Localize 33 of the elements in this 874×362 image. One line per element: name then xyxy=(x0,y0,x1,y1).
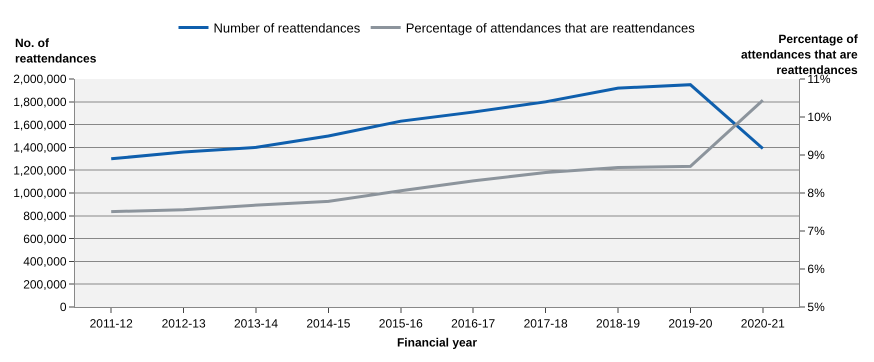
y2-tick-label: 8% xyxy=(807,186,826,200)
x-tick-label: 2018-19 xyxy=(596,316,640,330)
y-tick-label: 1,800,000 xyxy=(13,95,67,109)
y-tick-label: 1,600,000 xyxy=(13,118,67,132)
y-tick-label: 0 xyxy=(60,300,67,314)
y-tick-label: 1,000,000 xyxy=(13,186,67,200)
y-tick-label: 600,000 xyxy=(23,232,67,246)
legend-label: Number of reattendances xyxy=(214,20,361,36)
x-tick-label: 2012-13 xyxy=(162,316,206,330)
y2-tick-label: 9% xyxy=(807,148,826,162)
y-tick-label: 1,400,000 xyxy=(13,140,67,155)
x-tick-label: 2019-20 xyxy=(668,316,713,330)
y-tick-label: 2,000,000 xyxy=(13,72,67,86)
y-axis-title: No. of reattendances xyxy=(15,36,97,66)
legend-label: Percentage of attendances that are reattendances xyxy=(406,20,696,36)
y-tick-label: 800,000 xyxy=(23,209,67,223)
y2-tick-label: 6% xyxy=(807,262,826,276)
x-tick-label: 2016-17 xyxy=(451,316,496,330)
y-tick-label: 200,000 xyxy=(23,277,67,292)
y2-tick-label: 10% xyxy=(807,110,832,124)
x-tick-label: 2017-18 xyxy=(524,316,568,330)
line-series xyxy=(110,83,764,160)
line-series xyxy=(110,98,764,214)
x-axis-title: Financial year xyxy=(396,335,478,350)
y2-tick-label: 5% xyxy=(807,300,826,314)
y2-tick-label: 7% xyxy=(807,224,826,238)
y-tick-label: 400,000 xyxy=(23,254,67,269)
x-tick-label: 2011-12 xyxy=(90,316,134,330)
x-tick-label: 2015-16 xyxy=(378,316,424,330)
y-tick-label: 1,200,000 xyxy=(13,163,67,178)
x-tick-label: 2014-15 xyxy=(306,316,351,330)
x-tick-label: 2013-14 xyxy=(234,316,278,330)
x-tick-label: 2020-21 xyxy=(740,316,786,330)
